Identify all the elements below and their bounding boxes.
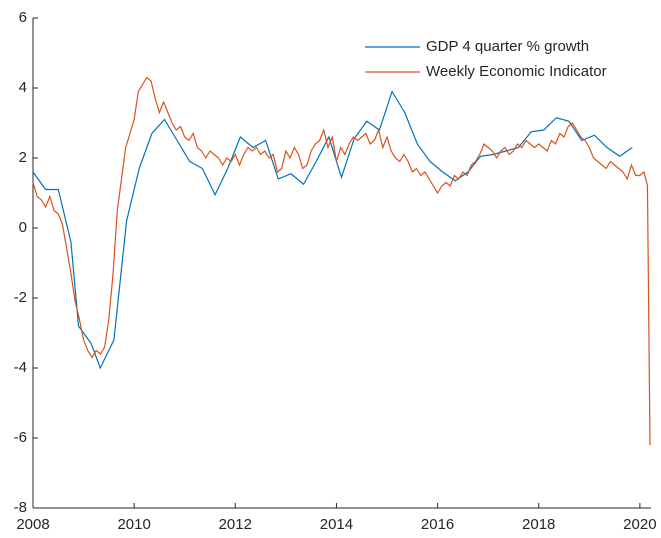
y-tick-label: 0 <box>19 219 27 236</box>
x-tick-label: 2012 <box>219 516 252 533</box>
x-tick-label: 2016 <box>421 516 454 533</box>
y-tick-label: 2 <box>19 149 27 166</box>
y-tick-label: -4 <box>14 359 27 376</box>
legend-label: Weekly Economic Indicator <box>426 63 607 80</box>
x-tick-label: 2014 <box>320 516 353 533</box>
y-tick-label: 4 <box>19 79 27 96</box>
y-tick-label: -2 <box>14 289 27 306</box>
series-line <box>32 76 651 446</box>
x-tick-label: 2010 <box>117 516 150 533</box>
y-tick-label: -8 <box>14 499 27 516</box>
legend-label: GDP 4 quarter % growth <box>426 38 589 55</box>
series-line <box>32 90 633 370</box>
y-tick-label: 6 <box>19 9 27 26</box>
x-tick-label: 2018 <box>522 516 555 533</box>
x-tick-label: 2008 <box>16 516 49 533</box>
y-tick-label: -6 <box>14 429 27 446</box>
x-tick-label: 2020 <box>623 516 656 533</box>
